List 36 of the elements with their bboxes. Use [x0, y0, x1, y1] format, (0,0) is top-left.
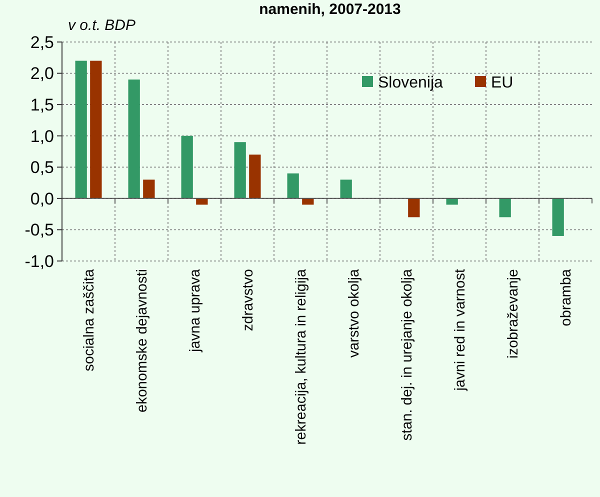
y-tick-label: -1,0	[24, 252, 54, 271]
y-tick-label: 1,0	[30, 126, 54, 146]
bar	[234, 142, 246, 198]
bar	[302, 198, 314, 205]
bar	[287, 173, 299, 198]
legend-label: Slovenija	[378, 74, 444, 92]
bar	[128, 80, 140, 198]
bar	[75, 60, 87, 198]
x-tick-label: javna uprava	[188, 268, 204, 354]
y-axis-title: v o.t. BDP	[68, 17, 136, 34]
x-tick-label: zdravstvo	[240, 269, 257, 332]
x-tick-label: stan. dej. in urejanje okolja	[400, 268, 416, 441]
x-tick-label: obramba	[558, 268, 575, 326]
x-tick-label: socialna zaščita	[82, 268, 98, 372]
bar	[499, 198, 511, 218]
bar	[552, 198, 564, 236]
y-tick-label: -0,5	[24, 220, 54, 240]
chart-title: namenih, 2007-2013	[259, 1, 401, 18]
bar	[340, 180, 352, 198]
bar	[196, 198, 208, 205]
bar	[143, 180, 155, 198]
bar	[181, 136, 193, 198]
x-tick-label: izobraževanje	[506, 269, 522, 358]
x-tick-label: rekreacija, kultura in religija	[294, 268, 310, 445]
y-tick-label: 2,5	[30, 32, 54, 52]
bar	[408, 198, 420, 218]
y-tick-label: 2,0	[30, 64, 54, 84]
y-tick-label: 0,5	[30, 158, 54, 178]
y-tick-label: 1,5	[30, 96, 54, 115]
legend-label: EU	[491, 74, 514, 92]
y-tick-label: 0,0	[30, 189, 54, 208]
bar	[249, 154, 261, 198]
bar	[90, 60, 102, 198]
x-tick-label: javni red in varnost	[452, 269, 469, 392]
x-tick-label: ekonomske dejavnosti	[134, 269, 151, 412]
x-tick-label: varstvo okolja	[346, 268, 363, 358]
